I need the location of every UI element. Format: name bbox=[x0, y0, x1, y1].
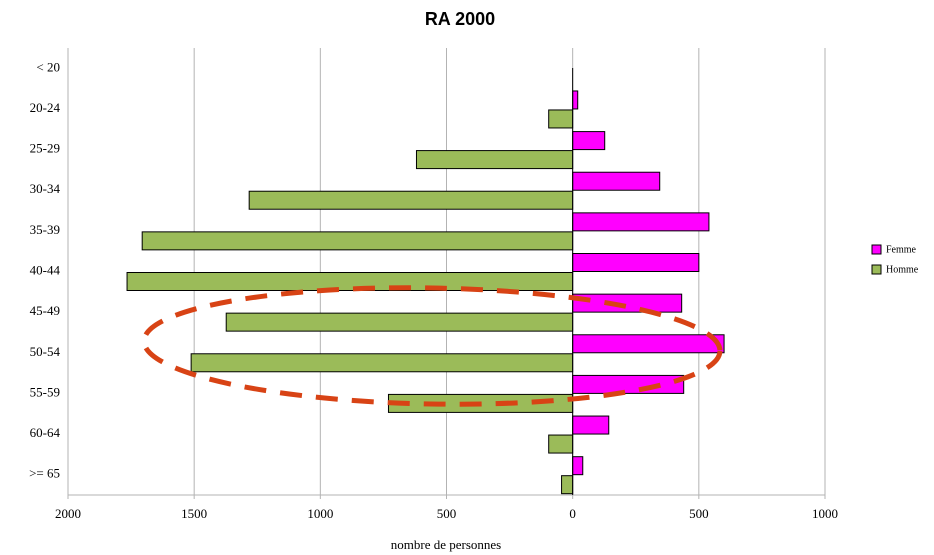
x-tick-label: 500 bbox=[437, 506, 457, 521]
y-tick-label: 50-54 bbox=[30, 344, 61, 359]
x-tick-label: 0 bbox=[569, 506, 576, 521]
bar bbox=[572, 334, 725, 354]
bar bbox=[415, 150, 574, 170]
legend-label: Homme bbox=[886, 264, 919, 275]
y-tick-label: 30-34 bbox=[30, 181, 61, 196]
legend-swatch bbox=[871, 264, 882, 275]
x-tick-label: 1000 bbox=[307, 506, 333, 521]
bar bbox=[572, 212, 710, 232]
bar bbox=[548, 109, 574, 129]
y-tick-label: 25-29 bbox=[30, 141, 60, 156]
legend-swatch bbox=[871, 244, 882, 255]
y-tick-label: >= 65 bbox=[29, 466, 60, 481]
bar bbox=[572, 253, 700, 272]
x-tick-label: 2000 bbox=[55, 506, 81, 521]
bar bbox=[141, 231, 574, 251]
bar bbox=[572, 456, 584, 476]
y-tick-label: 55-59 bbox=[30, 384, 60, 399]
y-tick-label: 35-39 bbox=[30, 222, 60, 237]
bar bbox=[548, 434, 574, 454]
plot-area: 2000 1500 1000 500 0 500 1000 < 20 20-24 25-29 30-… bbox=[29, 48, 838, 521]
bar bbox=[572, 293, 683, 313]
x-tick-label: 500 bbox=[689, 506, 709, 521]
highlight-ellipse bbox=[141, 285, 723, 407]
x-axis-label: nombre de personnes bbox=[391, 537, 501, 552]
bar bbox=[225, 312, 574, 332]
bar bbox=[572, 131, 606, 151]
bar bbox=[561, 475, 574, 495]
bar bbox=[190, 353, 574, 373]
legend-label: Femme bbox=[886, 244, 917, 255]
bar bbox=[572, 90, 579, 110]
y-tick-label: 20-24 bbox=[30, 100, 61, 115]
bar bbox=[572, 415, 610, 435]
bar bbox=[248, 190, 574, 210]
bar bbox=[572, 374, 685, 394]
y-tick-label: 60-64 bbox=[30, 425, 61, 440]
y-tick-label: < 20 bbox=[36, 59, 60, 74]
y-tick-label: 40-44 bbox=[30, 262, 61, 277]
chart-title: RA 2000 bbox=[425, 9, 495, 29]
y-tick-label: 45-49 bbox=[30, 303, 60, 318]
x-tick-label: 1000 bbox=[812, 506, 838, 521]
x-tick-label: 1500 bbox=[181, 506, 207, 521]
bar bbox=[126, 272, 574, 291]
bar bbox=[572, 171, 661, 191]
